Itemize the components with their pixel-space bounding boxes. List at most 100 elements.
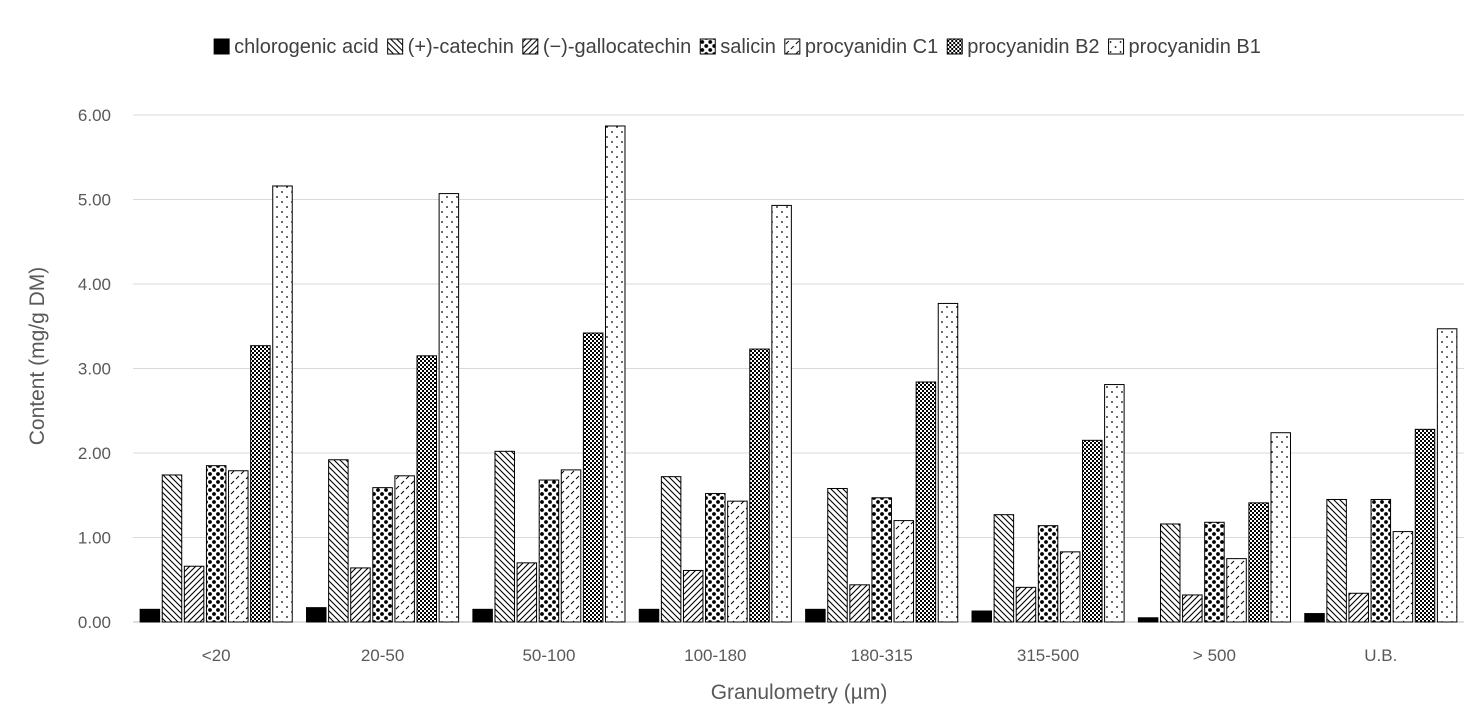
bar-catechin: [1326, 498, 1347, 623]
x-tick-label: U.B.: [1364, 646, 1397, 665]
bar-chlorogenic-acid: [306, 607, 327, 623]
bar-chlorogenic-acid: [638, 608, 660, 623]
chart-legend: chlorogenic acid (+)-catechin (−)-gallocat…: [213, 36, 1261, 58]
bar-procyanidin-b1: [771, 204, 792, 623]
legend-label: (+)-catechin: [408, 36, 514, 58]
y-tick-label: 6.00: [78, 106, 111, 125]
bar-salicin: [372, 487, 393, 623]
x-axis-title: Granulometry (µm): [711, 681, 888, 704]
x-tick-label: 100-180: [684, 646, 746, 665]
legend-swatch: [699, 38, 716, 55]
bar-procyanidin-c1: [1226, 558, 1247, 623]
y-axis-title: Content (mg/g DM): [26, 267, 49, 446]
legend-item-procyanidin-c1: procyanidin C1: [784, 36, 938, 58]
bar-procyanidin-c1: [1392, 531, 1414, 623]
y-tick-label: 5.00: [78, 191, 111, 210]
bar-procyanidin-b2: [1082, 439, 1103, 623]
x-axis-ticks: <20 20-50 50-100 100-180 180-315 315-500 > 500…: [202, 646, 1398, 665]
bar-salicin: [1370, 498, 1392, 623]
bar-procyanidin-b2: [250, 345, 271, 623]
x-tick-label: 20-50: [361, 646, 404, 665]
x-tick-label: <20: [202, 646, 231, 665]
legend-swatch: [1108, 38, 1125, 55]
bars-group: [139, 125, 1458, 623]
legend-label: salicin: [720, 36, 776, 58]
x-tick-label: 315-500: [1017, 646, 1079, 665]
bar-catechin: [827, 487, 848, 623]
bar-procyanidin-b2: [1248, 502, 1269, 623]
x-tick-label: 50-100: [522, 646, 575, 665]
gridlines: [133, 114, 1464, 623]
legend-label: procyanidin B2: [967, 36, 1099, 58]
bar-salicin: [205, 465, 227, 623]
bar-gallocatechin: [350, 567, 371, 623]
y-axis-ticks: 0.00 1.00 2.00 3.00 4.00 5.00 6.00: [78, 106, 111, 632]
legend-label: (−)-gallocatechin: [543, 36, 691, 58]
bar-procyanidin-b2: [915, 381, 937, 623]
bar-procyanidin-b2: [416, 355, 438, 623]
bar-catechin: [494, 450, 515, 623]
legend-swatch: [946, 38, 963, 55]
bar-procyanidin-c1: [394, 475, 415, 623]
y-tick-label: 2.00: [78, 444, 111, 463]
bar-salicin: [871, 497, 892, 623]
x-tick-label: > 500: [1193, 646, 1236, 665]
bar-procyanidin-c1: [893, 520, 915, 623]
bar-catechin: [660, 476, 682, 623]
bar-chlorogenic-acid: [971, 610, 993, 623]
bar-procyanidin-b1: [604, 125, 626, 623]
bar-catechin: [1159, 523, 1181, 623]
bar-gallocatechin: [849, 584, 870, 623]
legend-label: procyanidin B1: [1129, 36, 1261, 58]
bar-gallocatechin: [1182, 594, 1203, 623]
bar-procyanidin-b1: [1436, 328, 1458, 623]
bar-procyanidin-b1: [272, 185, 293, 623]
bar-salicin: [1204, 521, 1225, 623]
y-tick-label: 1.00: [78, 529, 111, 548]
bar-chlorogenic-acid: [472, 608, 493, 623]
bar-procyanidin-c1: [228, 470, 249, 623]
legend-swatch: [522, 38, 539, 55]
bar-gallocatechin: [1348, 592, 1369, 623]
bar-catechin: [328, 459, 349, 623]
bar-chlorogenic-acid: [1137, 617, 1159, 623]
legend-item-chlorogenic-acid: chlorogenic acid: [213, 36, 379, 58]
bar-procyanidin-c1: [1059, 551, 1081, 623]
legend-item-procyanidin-b2: procyanidin B2: [946, 36, 1100, 58]
bar-procyanidin-b2: [582, 332, 604, 623]
y-tick-label: 0.00: [78, 613, 111, 632]
bar-salicin: [705, 493, 726, 623]
bar-gallocatechin: [516, 562, 538, 623]
legend-swatch: [213, 38, 230, 55]
bar-procyanidin-b1: [1270, 432, 1291, 623]
bar-gallocatechin: [682, 569, 704, 623]
bar-gallocatechin: [183, 565, 205, 623]
y-tick-label: 4.00: [78, 275, 111, 294]
bar-gallocatechin: [1015, 586, 1037, 623]
bar-catechin: [161, 474, 183, 623]
bar-procyanidin-c1: [727, 500, 748, 623]
bar-procyanidin-b1: [1104, 384, 1125, 623]
y-tick-label: 3.00: [78, 360, 111, 379]
legend-item-salicin: salicin: [699, 36, 776, 58]
legend-swatch: [387, 38, 404, 55]
bar-procyanidin-b2: [749, 348, 770, 623]
bar-salicin: [538, 479, 560, 623]
legend-item-catechin: (+)-catechin: [387, 36, 514, 58]
legend-item-procyanidin-b1: procyanidin B1: [1108, 36, 1261, 58]
bar-procyanidin-b1: [937, 302, 959, 623]
bar-chlorogenic-acid: [1304, 613, 1325, 623]
legend-label: chlorogenic acid: [234, 36, 379, 58]
bar-chlorogenic-acid: [805, 608, 826, 623]
x-tick-label: 180-315: [850, 646, 912, 665]
legend-item-gallocatechin: (−)-gallocatechin: [522, 36, 691, 58]
bar-procyanidin-b1: [438, 193, 460, 623]
bar-procyanidin-b2: [1414, 428, 1436, 623]
bar-salicin: [1037, 525, 1059, 623]
bar-procyanidin-c1: [560, 469, 582, 623]
bar-chlorogenic-acid: [139, 608, 161, 623]
bar-catechin: [993, 514, 1015, 623]
legend-label: procyanidin C1: [805, 36, 938, 58]
